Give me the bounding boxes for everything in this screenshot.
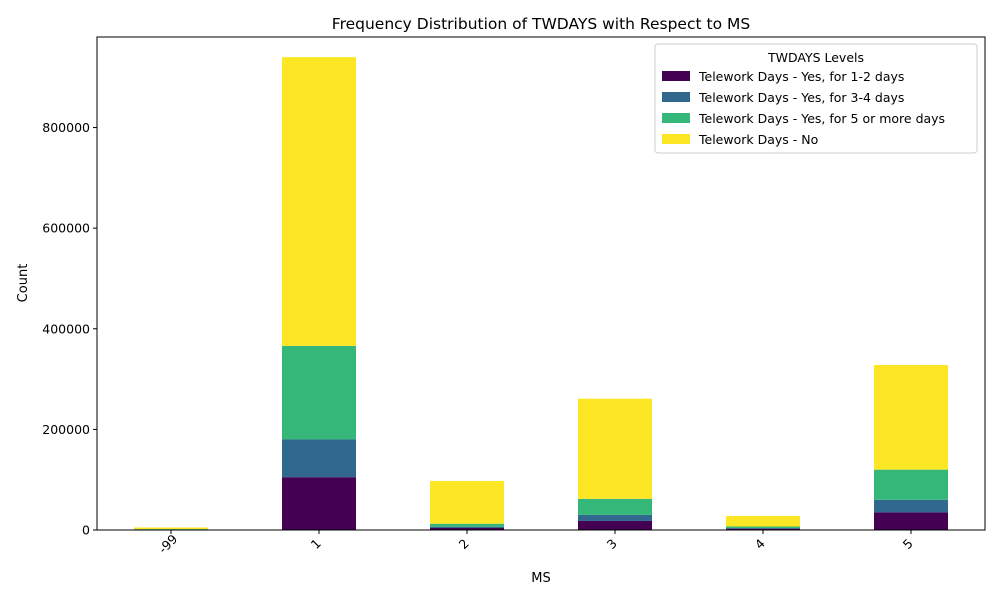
y-tick-label: 400000 <box>42 321 90 336</box>
legend-swatch-1 <box>662 92 690 102</box>
bar--99-series-3 <box>134 527 208 530</box>
legend-items: Telework Days - Yes, for 1-2 days Telewor… <box>662 69 945 147</box>
bar-2-series-1 <box>430 526 504 528</box>
bar-1-series-0 <box>282 477 356 530</box>
y-tick-label: 0 <box>82 523 90 538</box>
bar-3-series-3 <box>578 398 652 499</box>
legend: TWDAYS Levels Telework Days - Yes, for 1… <box>654 43 978 154</box>
plot-frame <box>96 36 986 531</box>
legend-swatch-0 <box>662 71 690 81</box>
legend-swatch-2 <box>662 113 690 123</box>
y-axis-title: Count <box>16 264 31 303</box>
x-axis: -99 1 2 3 4 5 <box>155 530 916 556</box>
bar-2-series-0 <box>430 527 504 530</box>
chart-title: Frequency Distribution of TWDAYS with Re… <box>332 15 750 33</box>
y-tick-label: 200000 <box>42 422 90 437</box>
legend-entry-0: Telework Days - Yes, for 1-2 days <box>698 69 904 84</box>
legend-entry-2: Telework Days - Yes, for 5 or more days <box>698 111 945 126</box>
bar-4-series-2 <box>726 526 800 528</box>
bar-5-series-3 <box>874 364 948 470</box>
bar-2-series-3 <box>430 480 504 524</box>
bar-5-series-2 <box>874 469 948 500</box>
legend-swatch-3 <box>662 134 690 144</box>
x-tick-label: 4 <box>752 536 768 552</box>
bar-5-series-1 <box>874 499 948 513</box>
x-tick-label: -99 <box>155 531 180 556</box>
legend-entry-1: Telework Days - Yes, for 3-4 days <box>698 90 904 105</box>
legend-entry-3: Telework Days - No <box>698 132 818 147</box>
y-tick-label: 600000 <box>42 221 90 236</box>
x-tick-label: 2 <box>456 536 472 552</box>
y-tick-label: 800000 <box>42 120 90 135</box>
bar-3-series-2 <box>578 498 652 515</box>
bar-4-series-0 <box>726 528 800 530</box>
legend-box <box>654 43 978 154</box>
bar-1-series-2 <box>282 345 356 440</box>
plot-area <box>96 36 986 531</box>
bars-group <box>134 57 948 530</box>
bar-1-series-1 <box>282 439 356 478</box>
x-tick-label: 3 <box>604 536 620 552</box>
x-tick-label: 5 <box>900 536 916 552</box>
bar-1-series-3 <box>282 57 356 346</box>
bar-4-series-1 <box>726 527 800 529</box>
x-tick-label: 1 <box>308 536 324 552</box>
x-axis-title: MS <box>531 571 550 586</box>
bar-4-series-3 <box>726 515 800 527</box>
bar-5-series-0 <box>874 512 948 530</box>
bar-3-series-0 <box>578 520 652 530</box>
y-axis: 0 200000 400000 600000 800000 <box>42 120 97 538</box>
bar-2-series-2 <box>430 523 504 527</box>
legend-title: TWDAYS Levels <box>767 50 864 65</box>
bar-3-series-1 <box>578 514 652 521</box>
